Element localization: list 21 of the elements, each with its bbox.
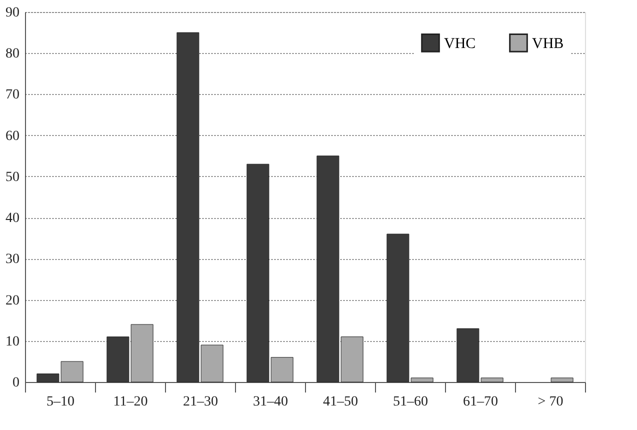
y-tick-label: 60 (6, 128, 20, 144)
x-tick-label: 31–40 (253, 394, 288, 410)
x-tick-label: 41–50 (323, 394, 358, 410)
y-tick-label: 30 (6, 252, 20, 268)
bar (550, 378, 574, 382)
y-tick-label: 20 (6, 293, 20, 308)
y-tick-label: 70 (6, 88, 20, 103)
y-tick-label: 50 (6, 170, 20, 185)
y-tick-label: 10 (6, 334, 20, 350)
y-tick-label: 40 (6, 211, 20, 226)
x-tick-label: 11–20 (113, 394, 148, 410)
x-tick-label: 21–30 (183, 394, 218, 410)
y-tick-label: 0 (12, 376, 20, 390)
y-tick-label: 90 (6, 6, 20, 20)
x-tick-label: > 70 (538, 394, 564, 410)
x-tick-label: 51–60 (393, 394, 428, 410)
x-tick-label: 5–10 (46, 394, 74, 410)
y-tick-label: 80 (6, 46, 20, 62)
x-tick-label: 61–70 (463, 394, 498, 410)
legend-label: VHB (532, 36, 564, 52)
legend-label: VHC (444, 36, 476, 52)
